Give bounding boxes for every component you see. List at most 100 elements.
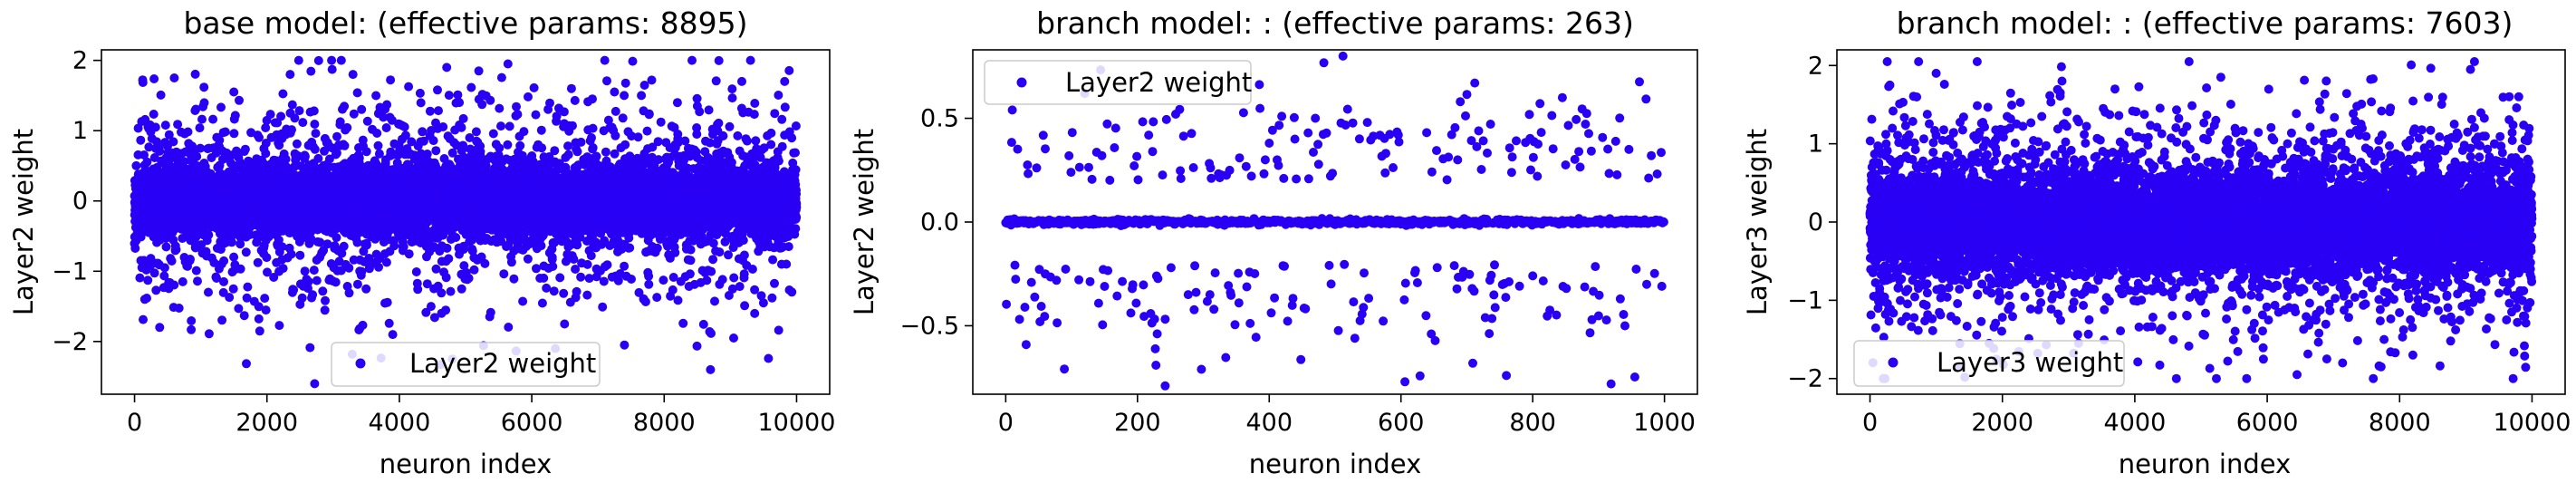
scatter-point — [289, 285, 299, 295]
scatter-point — [167, 256, 177, 266]
scatter-point — [216, 102, 226, 112]
scatter-point — [411, 267, 421, 276]
scatter-point — [294, 106, 304, 116]
scatter-point — [309, 266, 319, 276]
scatter-point — [149, 110, 159, 119]
scatter-point — [255, 326, 264, 336]
scatter-point — [133, 123, 143, 133]
scatter-point — [241, 247, 251, 257]
scatter-point — [168, 137, 178, 147]
scatter-point — [312, 276, 322, 285]
scatter-point — [321, 295, 330, 305]
scatter-point — [389, 241, 399, 251]
scatter-point — [229, 129, 239, 139]
scatter-point — [344, 288, 354, 298]
scatter-point — [139, 150, 149, 160]
scatter-point — [305, 343, 315, 353]
scatter-point — [191, 104, 201, 114]
scatter-point — [278, 264, 288, 274]
scatter-point — [404, 249, 414, 259]
scatter-point — [235, 264, 245, 274]
chart-title: base model: (effective params: 8895) — [183, 5, 747, 41]
scatter-point — [340, 140, 350, 150]
scatter-point — [386, 75, 396, 85]
scatter-point — [130, 244, 140, 253]
scatter-point — [313, 55, 323, 65]
scatter-point — [399, 122, 409, 131]
scatter-point — [149, 74, 159, 83]
subplot-base-model: base model: (effective params: 8895) 0 20… — [8, 5, 835, 479]
scatter-point — [444, 91, 454, 101]
scatter-point — [278, 89, 288, 99]
scatter-point — [242, 359, 251, 369]
scatter-point — [225, 293, 235, 303]
scatter-point — [327, 55, 337, 65]
scatter-point — [276, 111, 286, 121]
scatter-point — [457, 284, 466, 294]
scatter-point — [442, 243, 452, 253]
scatter-point — [374, 262, 383, 272]
scatter-point — [300, 266, 310, 276]
scatter-point — [332, 131, 341, 141]
scatter-point — [159, 263, 169, 273]
scatter-point — [446, 286, 456, 296]
scatter-point — [361, 147, 371, 157]
scatter-point — [160, 121, 170, 130]
scatter-point — [149, 268, 159, 278]
scatter-point — [287, 100, 297, 110]
scatter-point — [199, 98, 209, 108]
scatter-point — [204, 287, 213, 297]
scatter-point — [187, 316, 197, 325]
scatter-point — [352, 237, 362, 247]
scatter-point — [178, 276, 187, 286]
scatter-point — [361, 284, 371, 294]
scatter-point — [187, 324, 197, 334]
scatter-point — [331, 277, 341, 287]
scatter-point — [142, 294, 151, 303]
scatter-point — [292, 139, 302, 149]
scatter-point — [358, 320, 368, 330]
scatter-point — [174, 304, 184, 313]
scatter-point — [309, 106, 319, 116]
scatter-point — [442, 63, 452, 72]
scatter-point — [235, 239, 245, 249]
scatter-point — [196, 143, 206, 153]
scatter-point — [453, 90, 463, 100]
scatter-point — [151, 285, 161, 295]
scatter-point — [260, 294, 270, 304]
scatter-point — [220, 127, 230, 137]
scatter-point — [434, 106, 443, 116]
scatter-point — [239, 311, 249, 321]
scatter-point — [191, 266, 201, 276]
scatter-point — [261, 149, 271, 159]
scatter-point — [320, 305, 330, 315]
scatter-point — [142, 157, 152, 167]
scatter-point — [431, 146, 441, 156]
scatter-point — [310, 120, 320, 129]
scatter-point — [169, 280, 179, 290]
scatter-point — [197, 114, 207, 124]
scatter-point — [336, 55, 346, 65]
scatter-point — [265, 110, 275, 120]
scatter-point — [150, 122, 160, 132]
scatter-point — [143, 276, 153, 285]
scatter-point — [437, 288, 447, 298]
scatter-point — [352, 279, 362, 289]
scatter-point — [384, 318, 394, 328]
scatter-point — [457, 122, 466, 132]
scatter-point — [156, 90, 166, 100]
scatter-point — [204, 230, 214, 240]
scatter-point — [335, 117, 345, 127]
scatter-point — [173, 120, 183, 130]
scatter-point — [262, 253, 272, 263]
scatter-point — [433, 85, 442, 95]
scatter-point — [261, 305, 271, 315]
scatter-point — [190, 69, 200, 79]
scatter-point — [274, 321, 284, 331]
scatter-point — [357, 266, 367, 276]
scatter-point — [372, 129, 382, 138]
scatter-point — [136, 135, 146, 145]
scatter-point — [418, 127, 428, 137]
scatter-point — [298, 118, 308, 128]
